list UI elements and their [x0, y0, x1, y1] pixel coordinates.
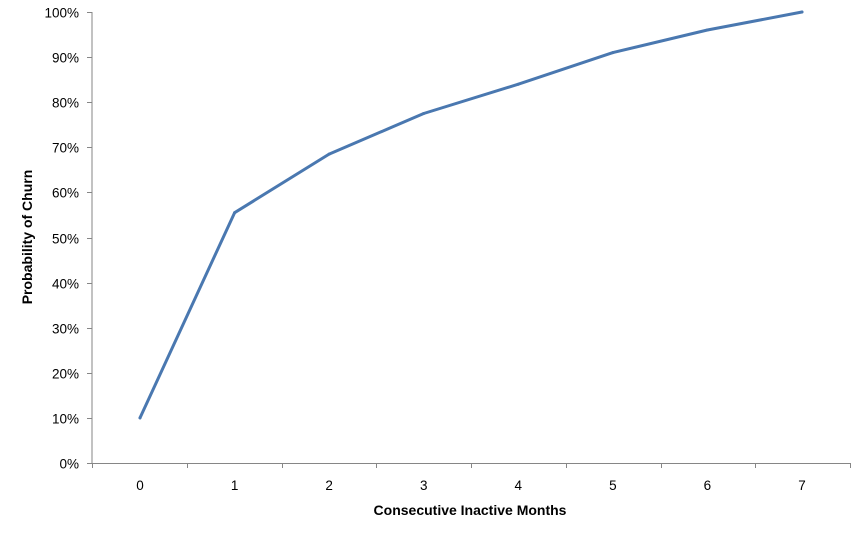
x-tick-label: 1 [231, 478, 239, 493]
series-line [138, 10, 804, 420]
y-tick-label: 100% [44, 6, 79, 21]
y-tick-label: 40% [52, 277, 79, 292]
x-tick-label: 3 [420, 478, 428, 493]
x-tick-label: 4 [515, 478, 523, 493]
data-point [327, 152, 331, 156]
x-tick-label: 2 [325, 478, 333, 493]
data-point [705, 28, 709, 32]
y-axis: 0% 10% 20% 30% 40% 50% 60% 70% 80% 90% 100% [44, 6, 93, 472]
y-tick-label: 0% [59, 457, 79, 472]
x-axis: 0 1 2 3 4 5 6 7 [92, 463, 851, 493]
y-tick-label: 60% [52, 186, 79, 201]
data-point [516, 82, 520, 86]
y-tick-label: 30% [52, 322, 79, 337]
data-point [138, 416, 142, 420]
y-tick-label: 20% [52, 367, 79, 382]
y-tick-label: 10% [52, 412, 79, 427]
x-axis-title: Consecutive Inactive Months [374, 502, 567, 518]
y-axis-title: Probability of Churn [19, 170, 35, 305]
y-tick-label: 70% [52, 141, 79, 156]
data-point [422, 112, 426, 115]
y-tick-label: 50% [52, 232, 79, 247]
x-tick-label: 5 [609, 478, 617, 493]
x-tick-label: 6 [704, 478, 712, 493]
x-tick-label: 0 [136, 478, 144, 493]
data-point [233, 211, 237, 215]
x-tick-label: 7 [798, 478, 806, 493]
y-tick-label: 90% [52, 51, 79, 66]
data-point [611, 51, 615, 55]
series-group [138, 10, 804, 420]
y-tick-label: 80% [52, 96, 79, 111]
data-point [800, 10, 804, 14]
